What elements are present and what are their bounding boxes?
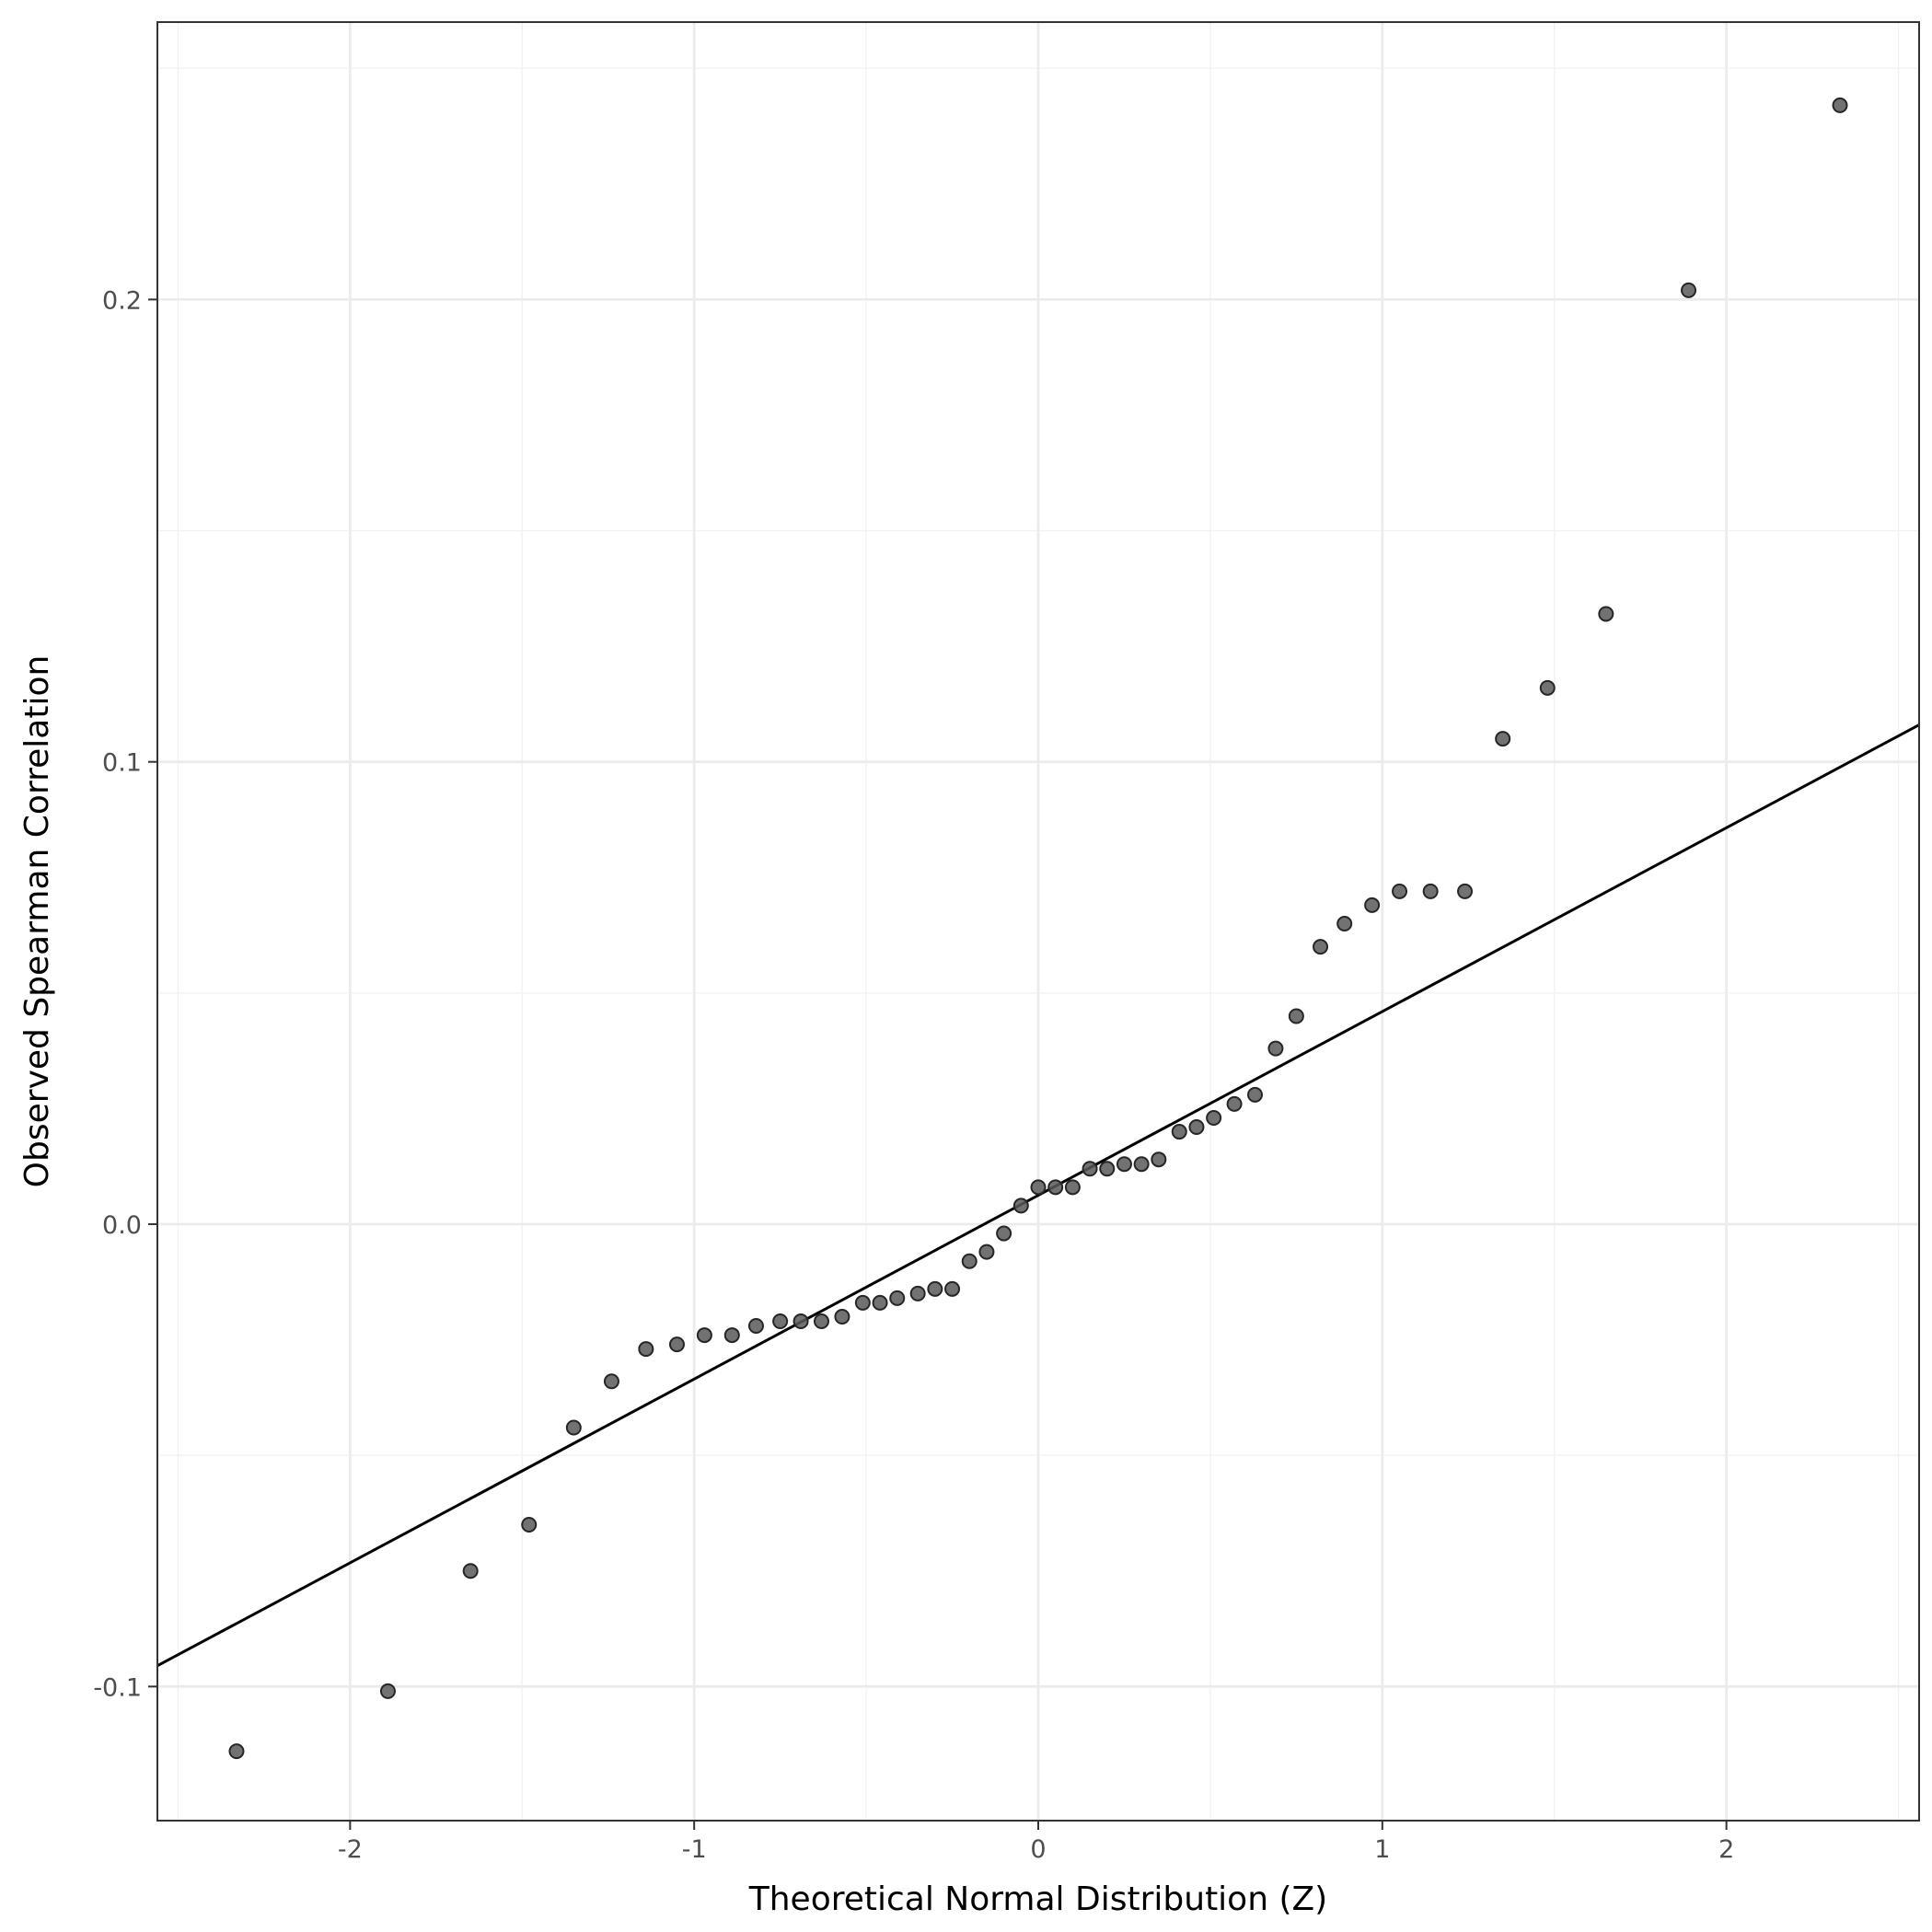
data-point xyxy=(1082,1161,1098,1177)
data-point xyxy=(379,1683,396,1699)
data-point xyxy=(792,1313,809,1330)
data-point xyxy=(1247,1086,1264,1103)
y-axis-title: Observed Spearman Correlation xyxy=(18,655,56,1188)
data-point xyxy=(1099,1161,1116,1177)
y-axis-ticks: -0.1 0.0 0.1 0.2 xyxy=(93,286,157,1702)
data-point xyxy=(747,1318,764,1335)
data-point xyxy=(521,1517,538,1533)
data-point xyxy=(1832,97,1848,113)
y-tick-label: 0.2 xyxy=(102,286,142,315)
data-point xyxy=(1206,1109,1222,1126)
data-point xyxy=(1188,1119,1205,1136)
data-point xyxy=(1116,1156,1132,1173)
data-point xyxy=(854,1294,871,1311)
y-tick-label: 0.1 xyxy=(102,749,142,778)
data-point xyxy=(1681,282,1697,298)
data-point xyxy=(1030,1179,1047,1196)
x-tick-label: 0 xyxy=(1030,1835,1046,1864)
data-point xyxy=(978,1244,995,1260)
data-point xyxy=(996,1225,1012,1242)
data-point xyxy=(1422,883,1439,899)
x-tick-label: 2 xyxy=(1718,1835,1734,1864)
data-point xyxy=(889,1290,906,1306)
data-point xyxy=(696,1327,712,1344)
data-point xyxy=(944,1280,961,1297)
data-point xyxy=(1598,606,1614,622)
data-point xyxy=(1495,731,1511,747)
x-tick-label: 1 xyxy=(1374,1835,1390,1864)
data-point xyxy=(603,1373,619,1390)
data-point xyxy=(813,1313,829,1330)
data-point xyxy=(1151,1151,1167,1168)
data-point xyxy=(1064,1179,1081,1196)
data-point xyxy=(228,1743,245,1760)
data-point xyxy=(834,1308,850,1325)
x-axis-ticks: -2 -1 0 1 2 xyxy=(338,1821,1734,1864)
reference-line-layer xyxy=(157,723,1919,1668)
x-axis-title: Theoretical Normal Distribution (Z) xyxy=(748,1880,1327,1918)
data-point xyxy=(872,1294,888,1311)
data-point xyxy=(1457,883,1474,899)
data-point xyxy=(1539,679,1556,696)
x-tick-label: -2 xyxy=(338,1835,363,1864)
data-point xyxy=(927,1280,943,1297)
data-point xyxy=(909,1285,926,1301)
data-point xyxy=(961,1253,978,1269)
data-point xyxy=(565,1419,582,1436)
data-point xyxy=(1267,1040,1284,1057)
data-point xyxy=(1288,1008,1304,1024)
data-point xyxy=(772,1313,789,1330)
y-tick-label: 0.0 xyxy=(102,1211,142,1240)
data-point xyxy=(1226,1095,1243,1112)
data-point xyxy=(462,1563,479,1579)
data-point xyxy=(1392,883,1408,899)
data-point xyxy=(668,1336,685,1353)
data-point xyxy=(1171,1124,1187,1140)
data-point xyxy=(1313,939,1329,955)
data-point xyxy=(1047,1179,1064,1196)
data-point xyxy=(1133,1156,1150,1173)
data-point xyxy=(723,1327,740,1344)
y-tick-label: -0.1 xyxy=(93,1673,142,1702)
data-points xyxy=(228,97,1848,1760)
data-point xyxy=(1336,916,1353,932)
data-point xyxy=(1012,1197,1029,1214)
major-gridlines xyxy=(157,22,1919,1821)
x-tick-label: -1 xyxy=(682,1835,707,1864)
data-point xyxy=(1364,897,1381,913)
data-point xyxy=(638,1341,654,1358)
reference-line xyxy=(157,723,1919,1668)
